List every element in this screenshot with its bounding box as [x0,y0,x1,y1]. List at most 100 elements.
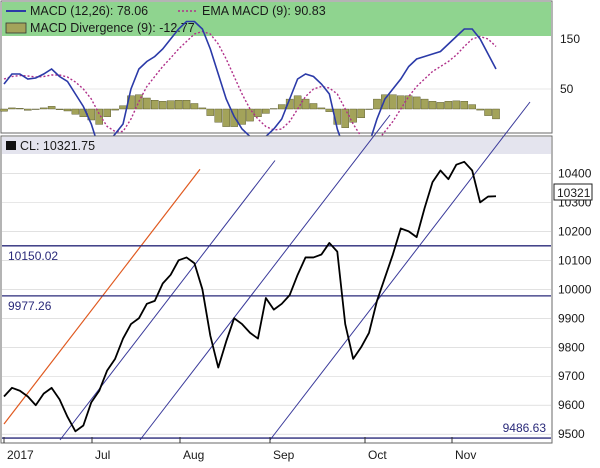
trend-channel-line [139,114,391,441]
price-y-tick: 9600 [558,398,585,412]
divergence-bar [460,101,469,110]
macd-legend-label: MACD (12,26): 78.06 [30,4,148,18]
divergence-bar [262,108,270,114]
divergence-bar [206,108,215,116]
x-tick-label: Jul [95,448,110,462]
x-axis: 2017 Jul Aug Sep Oct Nov [3,437,476,462]
price-y-tick: 9500 [558,427,585,441]
price-y-axis: 1040010300102001010010000990098009700960… [558,166,592,441]
macd-legend-bg [2,2,551,36]
trend-channel-line [59,160,276,441]
divergence-bar [325,108,334,112]
divergence-legend-swatch [5,22,27,34]
divergence-bar [452,100,461,110]
price-grid [2,173,551,435]
divergence-bar [381,94,389,110]
macd-panel: MACD (12,26): 78.06 EMA MACD (9): 90.83 … [0,0,580,158]
divergence-bar [492,108,500,120]
divergence-bar [412,96,421,110]
trend-channel-line [269,101,531,441]
divergence-bar [31,108,40,110]
divergence-bar [111,108,119,111]
divergence-bar [158,101,167,110]
price-panel: CL: 10321.75 10150.02 9977.26 9486.63 1040… [0,101,593,462]
divergence-bar [151,99,159,110]
macd-y-tick-50: 50 [560,82,574,96]
divergence-bar [341,108,349,128]
price-line [3,160,497,433]
ema-legend-label: EMA MACD (9): 90.83 [202,4,326,18]
divergence-bar [39,107,48,110]
divergence-bar [484,108,492,116]
divergence-bar [365,108,373,110]
divergence-bar [55,108,64,110]
divergence-bar [428,101,437,110]
divergence-bar [63,108,72,112]
divergence-bar [190,103,199,110]
price-y-tick: 10200 [558,224,592,238]
divergence-bar [389,94,397,110]
divergence-bar [119,105,127,110]
divergence-bar [143,97,151,110]
divergence-bar [135,94,143,110]
divergence-bar [277,104,286,110]
divergence-bar [0,108,8,112]
price-y-tick: 10000 [558,282,592,296]
divergence-bar [397,95,405,110]
divergence-bar [254,108,262,117]
divergence-bar [103,108,111,117]
level-label: 9977.26 [8,299,52,313]
trend-channels [3,101,531,441]
divergence-bar [182,99,191,110]
divergence-bar [270,108,278,110]
divergence-bar [476,108,484,111]
last-price-label: 10321 [557,186,591,200]
level-label: 10150.02 [8,249,58,263]
price-y-tick: 9800 [558,340,585,354]
divergence-bar [71,108,80,115]
divergence-bar [357,108,365,119]
price-y-tick: 10100 [558,253,592,267]
cl-label-bar [2,137,551,154]
x-tick-label: Aug [183,448,204,462]
divergence-bar [468,104,476,110]
divergence-bar [198,107,207,110]
trend-channel-line [3,168,201,425]
divergence-bar [16,108,24,110]
divergence-bar [404,95,413,110]
price-y-tick: 10400 [558,166,592,180]
divergence-bar [24,108,32,111]
macd-y-tick-150: 150 [560,32,580,46]
price-y-tick: 9900 [558,311,585,325]
divergence-bar [373,98,381,110]
divergence-bar [349,108,357,123]
divergence-legend-label: MACD Divergence (9): -12.77 [30,21,195,35]
macd-plot-area [0,20,551,158]
ema-macd-line [3,30,497,145]
divergence-bar [47,106,56,110]
cl-label: CL: 10321.75 [20,139,95,153]
x-tick-label: Oct [368,448,387,462]
price-y-tick: 9700 [558,369,585,383]
divergence-bar [95,108,103,125]
divergence-bar [174,99,183,110]
divergence-bar [246,108,254,122]
x-tick-label: 2017 [7,448,34,462]
divergence-bar [293,95,302,110]
horizontal-levels: 10150.02 9977.26 9486.63 [2,245,551,439]
price-plot-area [3,160,497,433]
last-price-box [553,183,593,201]
divergence-bar [214,108,223,123]
x-tick-label: Nov [455,448,476,462]
divergence-bar [166,100,175,110]
divergence-bar [238,108,246,125]
x-tick-label: Sep [273,448,295,462]
divergence-bar [309,103,318,110]
divergence-bar [222,108,230,127]
divergence-bar [420,98,429,110]
divergence-bar [301,98,310,110]
divergence-bar [317,107,326,110]
divergence-bar [436,102,445,110]
divergence-bar [444,101,453,110]
